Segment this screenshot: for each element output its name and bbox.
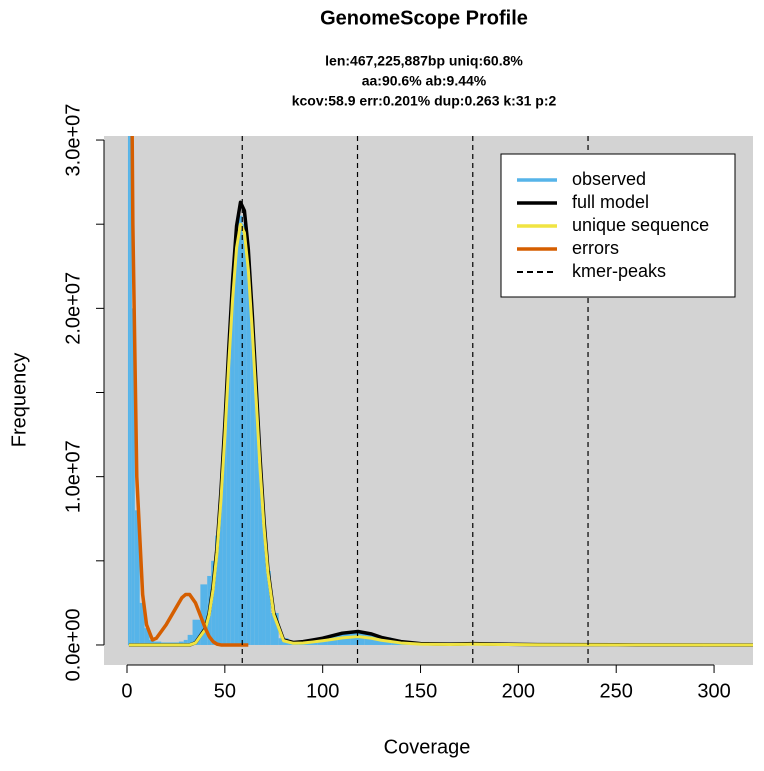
- observed-bar: [218, 493, 223, 645]
- observed-bar: [215, 535, 219, 645]
- x-tick-label: 250: [600, 680, 633, 702]
- y-axis-label: Frequency: [8, 353, 30, 448]
- legend-label: kmer-peaks: [572, 261, 666, 281]
- observed-bar: [242, 224, 247, 645]
- x-tick-label: 0: [121, 680, 132, 702]
- observed-bar: [258, 463, 263, 645]
- observed-bar: [270, 612, 279, 645]
- series-line: [128, 222, 753, 647]
- observed-bar: [262, 523, 266, 645]
- chart-subtitle: kcov:58.9 err:0.201% dup:0.263 k:31 p:2: [292, 93, 557, 109]
- observed-bar: [131, 308, 135, 645]
- observed-bar: [200, 584, 208, 645]
- y-tick-label: 2.0e+07: [62, 272, 84, 345]
- observed-bar: [192, 619, 201, 645]
- observed-bar: [226, 358, 231, 645]
- observed-bar: [350, 631, 365, 645]
- observed-bar: [250, 321, 255, 645]
- plot-area: [127, 136, 753, 647]
- observed-bar: [127, 136, 130, 645]
- x-tick-label: 100: [306, 680, 339, 702]
- observed-bar: [234, 241, 239, 645]
- observed-bar: [246, 261, 251, 645]
- observed-bar: [187, 634, 193, 645]
- x-tick-label: 50: [214, 680, 236, 702]
- observed-bar: [211, 560, 216, 645]
- observed-bar: [183, 639, 188, 645]
- chart-subtitle: len:467,225,887bp uniq:60.8%: [325, 53, 523, 69]
- observed-bar: [144, 628, 150, 645]
- legend-label: observed: [572, 169, 646, 189]
- observed-bar: [129, 136, 132, 645]
- x-axis-label: Coverage: [384, 736, 471, 758]
- legend-label: unique sequence: [572, 215, 709, 235]
- observed-bar: [149, 639, 155, 645]
- legend-label: full model: [572, 192, 649, 212]
- observed-bar: [230, 291, 235, 645]
- observed-bar: [265, 570, 271, 645]
- y-tick-label: 1.0e+07: [62, 440, 84, 513]
- chart-title: GenomeScope Profile: [320, 7, 528, 29]
- observed-bar: [254, 392, 259, 645]
- chart-subtitle: aa:90.6% ab:9.44%: [362, 73, 487, 89]
- y-tick-label: 3.0e+07: [62, 104, 84, 177]
- observed-bar: [238, 215, 243, 645]
- legend-label: errors: [572, 238, 619, 258]
- y-tick-label: 0.0e+00: [62, 609, 84, 682]
- observed-bar: [139, 602, 145, 645]
- x-tick-label: 300: [697, 680, 730, 702]
- x-tick-label: 200: [502, 680, 535, 702]
- observed-bar: [222, 429, 227, 645]
- series-line: [130, 136, 249, 647]
- observed-bar: [134, 510, 140, 645]
- x-tick-label: 150: [404, 680, 437, 702]
